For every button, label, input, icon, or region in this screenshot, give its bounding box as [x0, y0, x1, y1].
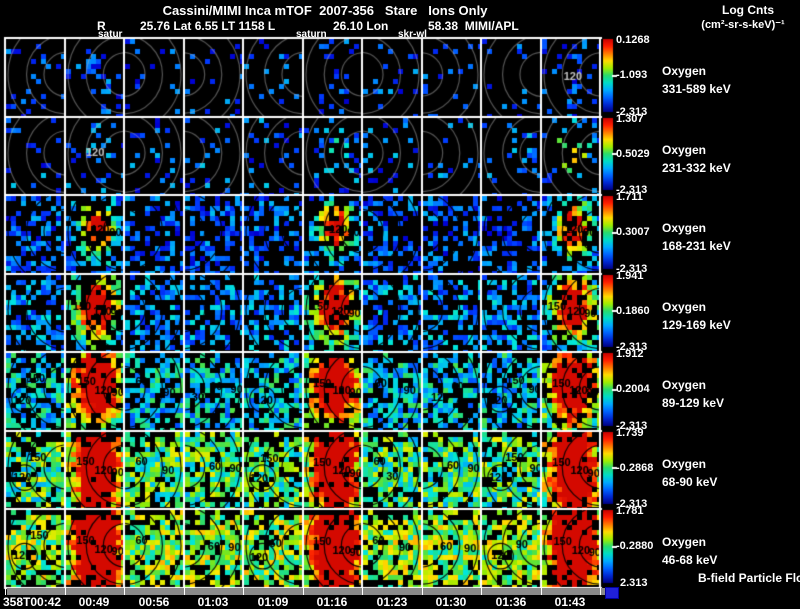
timeline-tick-mark — [243, 588, 244, 595]
colorbar-min-label: -2.313 — [616, 263, 648, 275]
species-label: Oxygen — [662, 300, 707, 314]
timeline-tick-mark — [362, 588, 363, 595]
colorbar-mid-label: -0.2880 — [616, 540, 654, 552]
colorbar-min-label: -2.313 — [616, 341, 648, 353]
colorbar-min-label: -2.313 — [616, 106, 648, 118]
colorbar-max-label: 1.781 — [616, 505, 644, 517]
species-label: Oxygen — [662, 64, 707, 78]
timeline-tick-mark — [600, 588, 601, 595]
flow-annotation: B-field Particle Flow — [698, 571, 800, 585]
time-tick-label: 01:43 — [554, 595, 586, 609]
colorbar-max-label: 1.739 — [616, 427, 644, 439]
species-label: Oxygen — [662, 143, 707, 157]
timeline-tick-mark — [541, 588, 542, 595]
time-tick-label: 01:09 — [257, 595, 289, 609]
time-tick-label: 01:36 — [495, 595, 527, 609]
colorbar-min-label: 2.313 — [620, 577, 648, 589]
colorbar-mid-label: 0.1860 — [616, 305, 650, 317]
colorbar-mid-label: -1.093 — [616, 69, 648, 81]
colorbar-mid-label: 0.2004 — [616, 383, 650, 395]
legend-units: (cm²-sr-s-keV)⁻¹ — [701, 19, 785, 31]
species-label: Oxygen — [662, 378, 707, 392]
colorbar-max-label: 0.1268 — [616, 34, 650, 46]
timeline-tick-mark — [481, 588, 482, 595]
overlay-label-satur: satur — [98, 29, 123, 40]
colorbar-min-label: -2.313 — [616, 498, 648, 510]
overlay-label-skr-wl: skr-wl — [398, 29, 427, 40]
species-label: Oxygen — [662, 221, 707, 235]
r-label: R — [97, 19, 106, 33]
lon-info: 26.10 Lon — [333, 19, 389, 33]
energy-label: 46-68 keV — [662, 553, 718, 567]
timeline-bar — [7, 588, 605, 595]
legend-title: Log Cnts — [722, 3, 774, 17]
colorbar-min-label: -2.313 — [616, 420, 648, 432]
energy-label: 129-169 keV — [662, 318, 731, 332]
time-tick-label: 00:56 — [138, 595, 170, 609]
energy-label: 331-589 keV — [662, 82, 731, 96]
timeline-tick-mark — [124, 588, 125, 595]
lshell-info: 58.38 MIMI/APL — [428, 19, 519, 33]
species-label: Oxygen — [662, 535, 707, 549]
time-tick-label: 01:03 — [197, 595, 229, 609]
colorbar-mid-label: -0.2868 — [616, 462, 654, 474]
colorbar-mid-label: 0.3007 — [616, 226, 650, 238]
energy-label: 68-90 keV — [662, 475, 718, 489]
time-tick-label: 01:16 — [316, 595, 348, 609]
timeline-tick-mark — [303, 588, 304, 595]
time-tick-label: 00:49 — [78, 595, 110, 609]
time-tick-label: 01:23 — [376, 595, 408, 609]
timeline-tick-mark — [184, 588, 185, 595]
overlay-label-saturn: saturn — [296, 29, 327, 40]
timeline-tick-mark — [5, 588, 6, 595]
energy-label: 231-332 keV — [662, 161, 731, 175]
colorbar-min-label: -2.313 — [616, 184, 648, 196]
species-label: Oxygen — [662, 457, 707, 471]
time-tick-label: 01:30 — [435, 595, 467, 609]
timeline-tick-mark — [65, 588, 66, 595]
time-tick-label: 358T00:42 — [3, 595, 62, 609]
page-title: Cassini/MIMI Inca mTOF 2007-356 Stare Io… — [162, 3, 488, 18]
colorbar-max-label: 1.307 — [616, 113, 644, 125]
colorbar-max-label: 1.941 — [616, 270, 644, 282]
energy-label: 89-129 keV — [662, 396, 725, 410]
colorbar-max-label: 1.711 — [616, 191, 643, 203]
colorbar-mid-label: 0.5029 — [616, 148, 650, 160]
timeline-end-marker — [605, 587, 619, 599]
position-info: 25.76 Lat 6.55 LT 1158 L — [140, 19, 276, 33]
energy-label: 168-231 keV — [662, 239, 731, 253]
colorbar-max-label: 1.912 — [616, 348, 644, 360]
timeline-tick-mark — [422, 588, 423, 595]
